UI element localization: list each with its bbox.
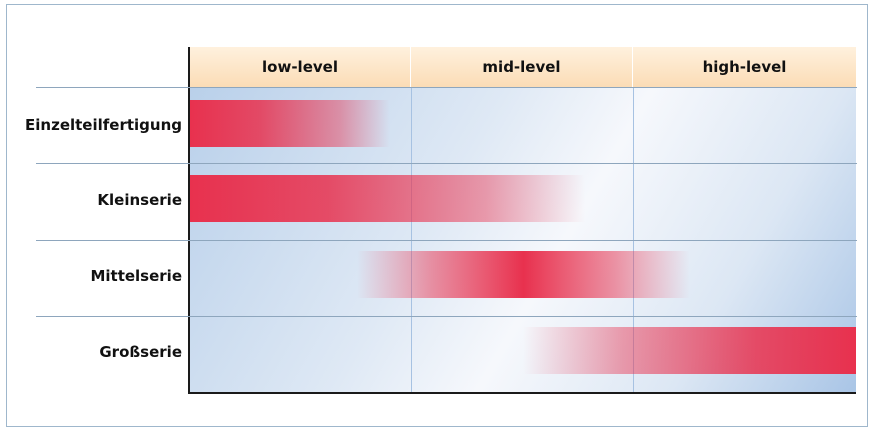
column-header-high-level: high-level — [633, 47, 856, 87]
column-header-mid-level: mid-level — [411, 47, 633, 87]
row-divider — [36, 87, 857, 88]
range-bar-mittelserie — [356, 251, 690, 298]
row-label-einzelteilfertigung: Einzelteilfertigung — [25, 116, 182, 134]
row-label-kleinserie: Kleinserie — [97, 191, 182, 209]
row-divider — [36, 240, 857, 241]
range-bar-kleinserie — [190, 175, 586, 222]
row-label-mittelserie: Mittelserie — [90, 267, 182, 285]
matrix-chart: low-level mid-level high-level — [188, 47, 856, 394]
column-divider — [633, 87, 634, 392]
row-divider — [36, 163, 857, 164]
column-divider — [411, 87, 412, 392]
row-divider — [36, 316, 857, 317]
column-header-low-level: low-level — [190, 47, 411, 87]
range-bar-grossserie — [523, 327, 856, 374]
range-bar-einzelteilfertigung — [190, 100, 390, 147]
plot-area — [190, 87, 856, 392]
row-label-grossserie: Großserie — [99, 343, 182, 361]
